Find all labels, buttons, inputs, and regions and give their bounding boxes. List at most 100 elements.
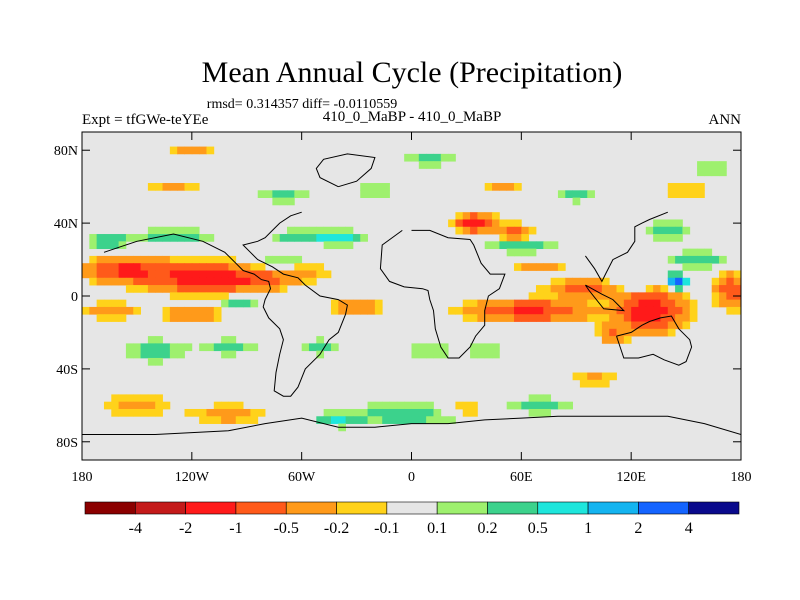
heatmap-cell bbox=[667, 292, 676, 301]
heatmap-cell bbox=[360, 416, 368, 424]
heatmap-cell bbox=[492, 306, 500, 315]
heatmap-cell bbox=[235, 270, 244, 279]
heatmap-cell bbox=[484, 226, 493, 235]
heatmap-cell bbox=[682, 292, 691, 301]
heatmap-cell bbox=[645, 314, 654, 322]
heatmap-cell bbox=[404, 401, 412, 410]
heatmap-cell bbox=[609, 299, 617, 308]
heatmap-cell bbox=[653, 234, 661, 242]
heatmap-cell bbox=[338, 299, 346, 308]
heatmap-cell bbox=[169, 343, 178, 352]
heatmap-cell bbox=[418, 153, 427, 162]
heatmap-cell bbox=[235, 401, 244, 410]
heatmap-cell bbox=[279, 277, 288, 286]
heatmap-cell bbox=[418, 161, 427, 169]
heatmap-cell bbox=[206, 234, 215, 242]
heatmap-cell bbox=[367, 306, 376, 315]
heatmap-cell bbox=[155, 226, 163, 235]
heatmap-cell bbox=[528, 401, 537, 410]
heatmap-cell bbox=[140, 394, 149, 403]
heatmap-cell bbox=[506, 241, 515, 250]
heatmap-cell bbox=[506, 299, 515, 308]
heatmap-cell bbox=[733, 270, 741, 279]
heatmap-cell bbox=[169, 270, 178, 279]
heatmap-cell bbox=[206, 292, 215, 301]
heatmap-cell bbox=[506, 306, 515, 315]
heatmap-cell bbox=[272, 270, 281, 279]
heatmap-cell bbox=[103, 299, 112, 308]
heatmap-cell bbox=[191, 270, 200, 279]
heatmap-cell bbox=[418, 408, 427, 417]
heatmap-cell bbox=[162, 263, 171, 271]
heatmap-cell bbox=[470, 350, 478, 359]
heatmap-cell bbox=[272, 190, 281, 198]
heatmap-cell bbox=[177, 226, 185, 235]
heatmap-cell bbox=[206, 343, 215, 352]
heatmap-cell bbox=[514, 299, 522, 308]
heatmap-cell bbox=[689, 248, 698, 257]
heatmap-cell bbox=[235, 416, 244, 424]
heatmap-cell bbox=[594, 321, 603, 330]
heatmap-cell bbox=[484, 212, 493, 220]
colorbar-swatch bbox=[84, 501, 136, 515]
heatmap-cell bbox=[221, 255, 229, 264]
heatmap-cell bbox=[704, 263, 713, 271]
heatmap-cell bbox=[587, 285, 595, 293]
heatmap-cell bbox=[184, 343, 193, 352]
heatmap-cell bbox=[704, 255, 713, 264]
heatmap-cell bbox=[199, 408, 207, 417]
heatmap-cell bbox=[301, 343, 310, 352]
heatmap-cell bbox=[177, 270, 185, 279]
heatmap-cell bbox=[514, 306, 522, 315]
heatmap-cell bbox=[133, 394, 141, 403]
heatmap-cell bbox=[594, 299, 603, 308]
right-string: ANN bbox=[709, 112, 742, 128]
heatmap-cell bbox=[184, 183, 193, 191]
heatmap-cell bbox=[514, 183, 522, 191]
heatmap-cell bbox=[294, 190, 303, 198]
heatmap-cell bbox=[711, 285, 720, 293]
heatmap-cell bbox=[155, 343, 163, 352]
heatmap-cell bbox=[155, 350, 163, 359]
heatmap-cell bbox=[279, 285, 288, 293]
heatmap-cell bbox=[118, 401, 127, 410]
heatmap-cell bbox=[455, 219, 464, 228]
heatmap-cell bbox=[499, 314, 508, 322]
heatmap-cell bbox=[726, 292, 735, 301]
heatmap-cell bbox=[96, 234, 105, 242]
heatmap-cell bbox=[111, 277, 120, 286]
heatmap-cell bbox=[235, 285, 244, 293]
heatmap-cell bbox=[184, 263, 193, 271]
y-tick-label: 0 bbox=[71, 290, 78, 305]
heatmap-cell bbox=[579, 379, 588, 388]
heatmap-cell bbox=[528, 292, 537, 301]
heatmap-cell bbox=[601, 321, 610, 330]
heatmap-cell bbox=[96, 314, 105, 322]
heatmap-cell bbox=[609, 372, 617, 381]
heatmap-cell bbox=[514, 314, 522, 322]
heatmap-cell bbox=[360, 190, 368, 198]
heatmap-cell bbox=[675, 306, 683, 315]
heatmap-cell bbox=[682, 299, 691, 308]
heatmap-cell bbox=[89, 263, 98, 271]
heatmap-cell bbox=[521, 306, 530, 315]
colorbar-swatch bbox=[235, 501, 287, 515]
heatmap-cell bbox=[675, 255, 683, 264]
heatmap-cell bbox=[250, 416, 259, 424]
heatmap-cell bbox=[572, 306, 581, 315]
heatmap-cell bbox=[492, 241, 500, 250]
heatmap-cell bbox=[711, 277, 720, 286]
heatmap-cell bbox=[89, 255, 98, 264]
chart-title: Mean Annual Cycle (Precipitation) bbox=[202, 56, 623, 89]
heatmap-cell bbox=[594, 379, 603, 388]
heatmap-cell bbox=[147, 183, 156, 191]
heatmap-cell bbox=[616, 285, 625, 293]
heatmap-cell bbox=[243, 416, 251, 424]
heatmap-cell bbox=[660, 306, 669, 315]
heatmap-cell bbox=[667, 299, 676, 308]
colorbar-label: 4 bbox=[685, 520, 693, 537]
plot-area bbox=[82, 132, 741, 460]
heatmap-cell bbox=[111, 270, 120, 279]
heatmap-cell bbox=[374, 299, 383, 308]
heatmap-cell bbox=[257, 263, 266, 271]
